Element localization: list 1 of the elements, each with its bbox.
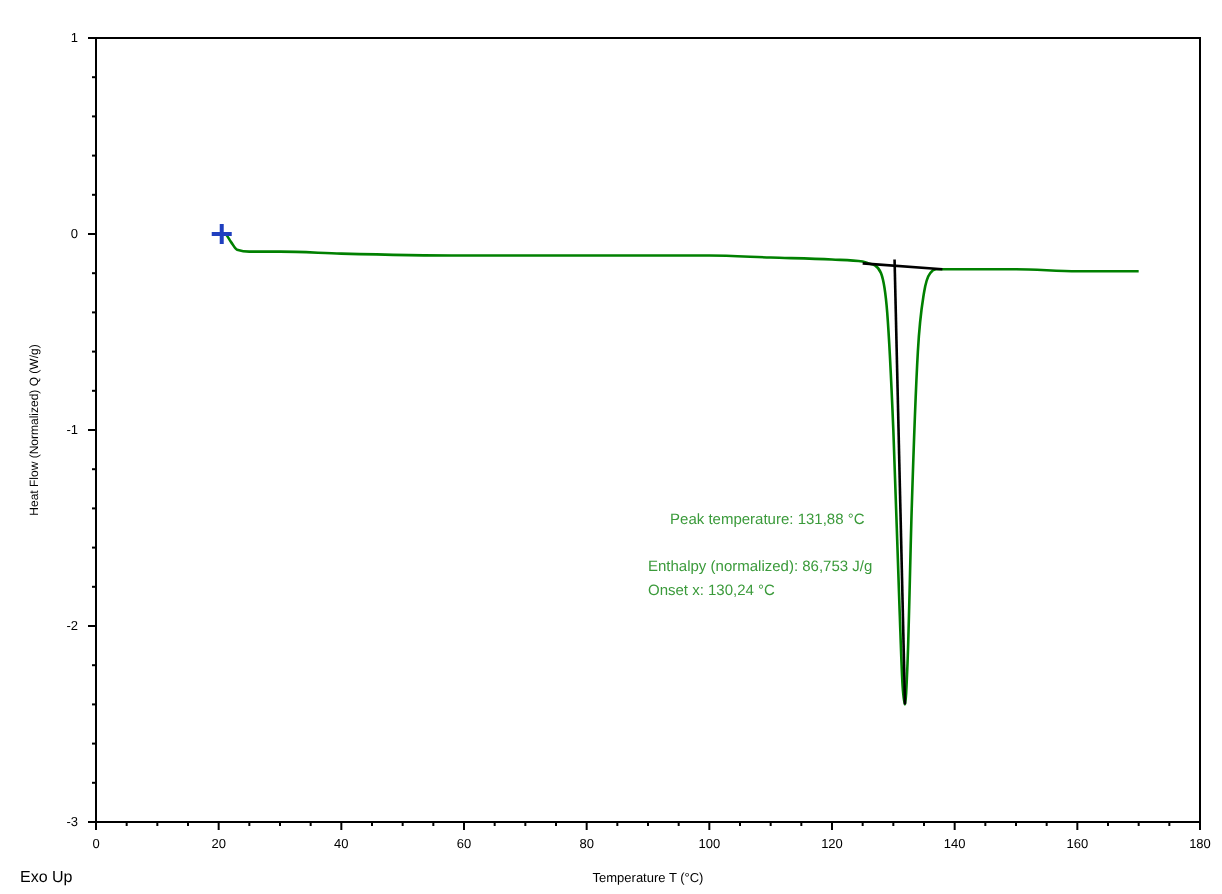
text: Exo Up: [20, 868, 74, 886]
